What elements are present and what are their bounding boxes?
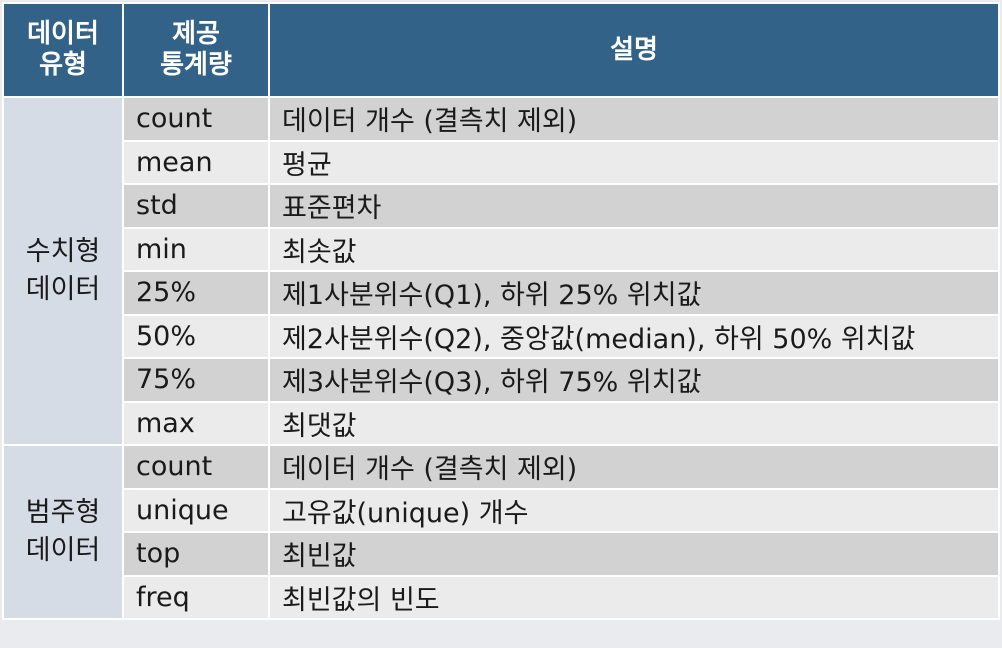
desc-cell: 데이터 개수 (결측치 제외) — [268, 444, 1000, 490]
stat-cell: count — [122, 96, 270, 142]
stat-cell: 25% — [122, 270, 270, 316]
desc-cell: 최빈값 — [268, 531, 1000, 577]
desc-cell: 최빈값의 빈도 — [268, 574, 1000, 620]
table-row: 25% 제1사분위수(Q1), 하위 25% 위치값 — [3, 270, 1000, 316]
desc-cell: 최댓값 — [268, 400, 1000, 446]
stat-cell: 50% — [122, 313, 270, 359]
categorical-type-line1: 범주형 — [25, 497, 101, 528]
table-row: freq 최빈값의 빈도 — [3, 574, 1000, 620]
desc-cell: 평균 — [268, 139, 1000, 185]
desc-cell: 표준편차 — [268, 183, 1000, 229]
table-row: top 최빈값 — [3, 531, 1000, 577]
desc-cell: 최솟값 — [268, 226, 1000, 272]
table-row: max 최댓값 — [3, 400, 1000, 446]
stat-cell: max — [122, 400, 270, 446]
stat-cell: min — [122, 226, 270, 272]
stat-cell: std — [122, 183, 270, 229]
table-row: std 표준편차 — [3, 183, 1000, 229]
desc-cell: 제2사분위수(Q2), 중앙값(median), 하위 50% 위치값 — [268, 313, 1000, 359]
stat-cell: mean — [122, 139, 270, 185]
categorical-type-line2: 데이터 — [25, 535, 101, 566]
table-row: unique 고유값(unique) 개수 — [3, 487, 1000, 533]
table-row: 범주형 데이터 count 데이터 개수 (결측치 제외) — [2, 444, 1000, 620]
numeric-type-cell: 수치형 데이터 — [2, 96, 124, 446]
table-row: min 최솟값 — [3, 226, 1000, 272]
header-data-type-line2: 유형 — [39, 50, 87, 80]
table-header-row: 데이터 유형 제공 통계량 설명 — [2, 2, 1000, 98]
header-statistic: 제공 통계량 — [122, 2, 270, 98]
stat-cell: 75% — [122, 357, 270, 403]
numeric-type-line1: 수치형 — [25, 236, 101, 267]
stat-cell: unique — [122, 487, 270, 533]
table-row: mean 평균 — [3, 139, 1000, 185]
desc-cell: 고유값(unique) 개수 — [268, 487, 1000, 533]
stat-cell: count — [122, 444, 270, 490]
desc-cell: 데이터 개수 (결측치 제외) — [268, 96, 1000, 142]
categorical-type-cell: 범주형 데이터 — [2, 444, 124, 620]
table-row: 50% 제2사분위수(Q2), 중앙값(median), 하위 50% 위치값 — [3, 313, 1000, 359]
header-statistic-line1: 제공 — [172, 19, 220, 49]
statistics-table: 데이터 유형 제공 통계량 설명 수치형 데이터 count 데이터 개수 (결… — [2, 2, 1000, 620]
table-row: 수치형 데이터 count 데이터 개수 (결측치 제외) — [2, 96, 1000, 446]
stat-cell: top — [122, 531, 270, 577]
header-description: 설명 — [268, 2, 1000, 98]
stat-cell: freq — [122, 574, 270, 620]
header-data-type-line1: 데이터 — [27, 19, 99, 49]
table-row: 75% 제3사분위수(Q3), 하위 75% 위치값 — [3, 357, 1000, 403]
numeric-type-line2: 데이터 — [25, 274, 101, 305]
desc-cell: 제3사분위수(Q3), 하위 75% 위치값 — [268, 357, 1000, 403]
header-data-type: 데이터 유형 — [2, 2, 124, 98]
header-statistic-line2: 통계량 — [160, 50, 232, 80]
desc-cell: 제1사분위수(Q1), 하위 25% 위치값 — [268, 270, 1000, 316]
